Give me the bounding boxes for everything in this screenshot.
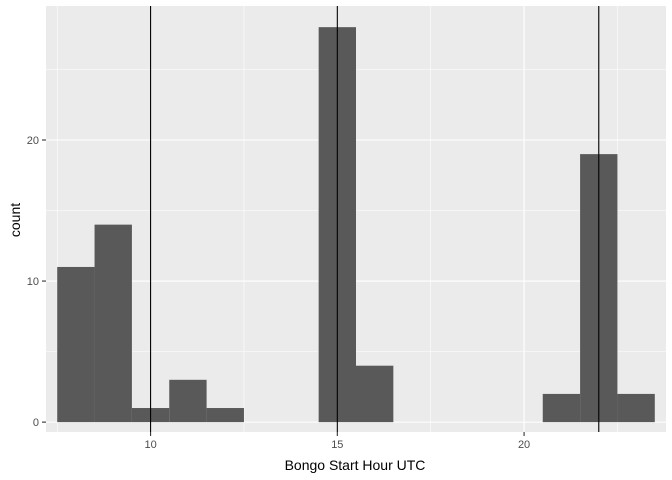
x-axis-tick-label: 20 <box>518 439 530 451</box>
x-axis-title: Bongo Start Hour UTC <box>285 457 426 473</box>
y-axis-tick-label: 20 <box>27 135 39 147</box>
x-axis-tick-label: 10 <box>144 439 156 451</box>
histogram-bar <box>169 379 207 423</box>
axis-ticks <box>42 139 525 436</box>
histogram-bar <box>206 408 244 423</box>
y-axis-title: count <box>7 203 23 237</box>
histogram-bar <box>356 365 394 423</box>
y-axis-tick-label: 0 <box>33 417 39 429</box>
histogram-bar <box>542 393 581 423</box>
y-axis-tick-labels: 0 10 20 <box>27 135 39 429</box>
x-axis-tick-label: 15 <box>331 439 343 451</box>
histogram-bar <box>94 224 132 423</box>
histogram-bar <box>617 393 655 423</box>
x-axis-tick-labels: 10 15 20 <box>144 439 530 451</box>
histogram-bar <box>57 266 95 423</box>
y-axis-tick-label: 10 <box>27 276 39 288</box>
reference-lines <box>150 6 600 432</box>
